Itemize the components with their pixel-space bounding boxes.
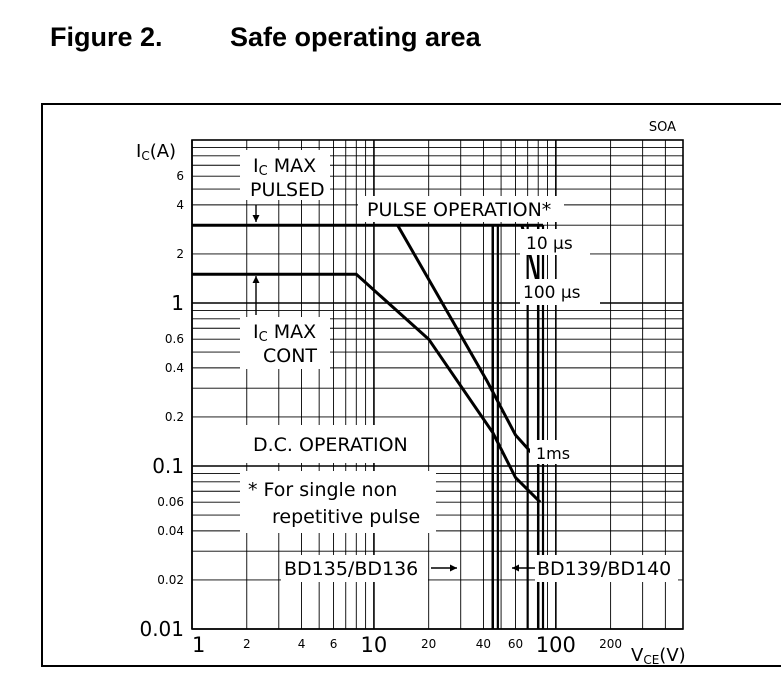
arrow-pulsed-head [252,215,260,222]
figure-caption: Safe operating area [230,22,481,52]
x-tick-label: 2 [243,637,251,651]
label-box-dc [240,425,420,463]
arrow-bd139-head [512,564,519,572]
label-box-footnote [240,471,436,533]
label-box-1ms [530,440,582,464]
y-tick-label: 0.01 [139,617,184,641]
x-axis-label: VCE(V) [631,645,686,667]
ic-max-cont-label: IC MAX [253,321,316,345]
y-tick-label: 4 [176,198,184,212]
label-box-bd139 [535,555,678,582]
x-tick-label: 200 [599,637,622,651]
y-tick-label: 6 [176,169,184,183]
label-1ms: 1ms [536,444,570,463]
x-tick-label: 60 [508,637,523,651]
y-axis-label: IC(A) [136,141,176,163]
ic-max-pulsed-text: PULSED [250,179,325,201]
label-10us: 10 μs [526,234,573,254]
label-box-cont [240,317,330,369]
footnote-line-2: repetitive pulse [272,506,420,528]
chart-frame [41,103,781,667]
bd135-label: BD135/BD136 [284,558,418,580]
arrow-cont-head [252,276,260,283]
label-box-10us [520,229,590,255]
curve-pulse-1ms [396,224,542,464]
x-tick-label: 4 [298,637,306,651]
plot-border [191,139,684,630]
x-tick-label: 1 [192,633,205,657]
x-tick-label: 40 [476,637,491,651]
y-tick-label: 1 [171,291,184,315]
tick-labels: 1 2 4 6 10 20 40 60 100 200 0.01 0.02 0.04 0.06 0.1 0.2… [139,169,622,657]
bd139-label: BD139/BD140 [537,558,671,580]
y-tick-label: 0.6 [165,332,184,346]
pulse-operation-label: PULSE OPERATION* [367,199,551,221]
figure-number: Figure 2. [50,22,163,52]
label-box-pulse-operation [358,196,564,222]
dc-operation-label: D.C. OPERATION [253,434,408,456]
y-tick-label: 0.02 [157,573,184,587]
x-tick-label: 20 [421,637,436,651]
curve-dc [192,272,542,504]
y-tick-label: 0.4 [165,361,184,375]
footnote-line-1: * For single non [248,479,397,501]
label-box-pulsed [240,150,330,200]
arrow-bd135-head [450,564,457,572]
ic-max-pulsed-label: IC MAX [253,155,316,179]
x-tick-label: 100 [536,633,576,657]
x-tick-label: 10 [361,633,388,657]
label-100us: 100 μs [523,283,581,303]
y-tick-label: 2 [176,247,184,261]
figure-title: Figure 2. Safe operating area [50,22,481,53]
ic-max-cont-text: CONT [263,345,317,367]
y-tick-label: 0.06 [157,495,184,509]
chart-title: SOA [649,120,676,135]
x-tick-label: 6 [330,637,338,651]
y-tick-label: 0.1 [152,454,184,478]
label-box-100us [520,279,600,305]
label-box-bd135 [281,555,428,582]
y-tick-label: 0.2 [165,410,184,424]
y-tick-label: 0.04 [157,524,184,538]
